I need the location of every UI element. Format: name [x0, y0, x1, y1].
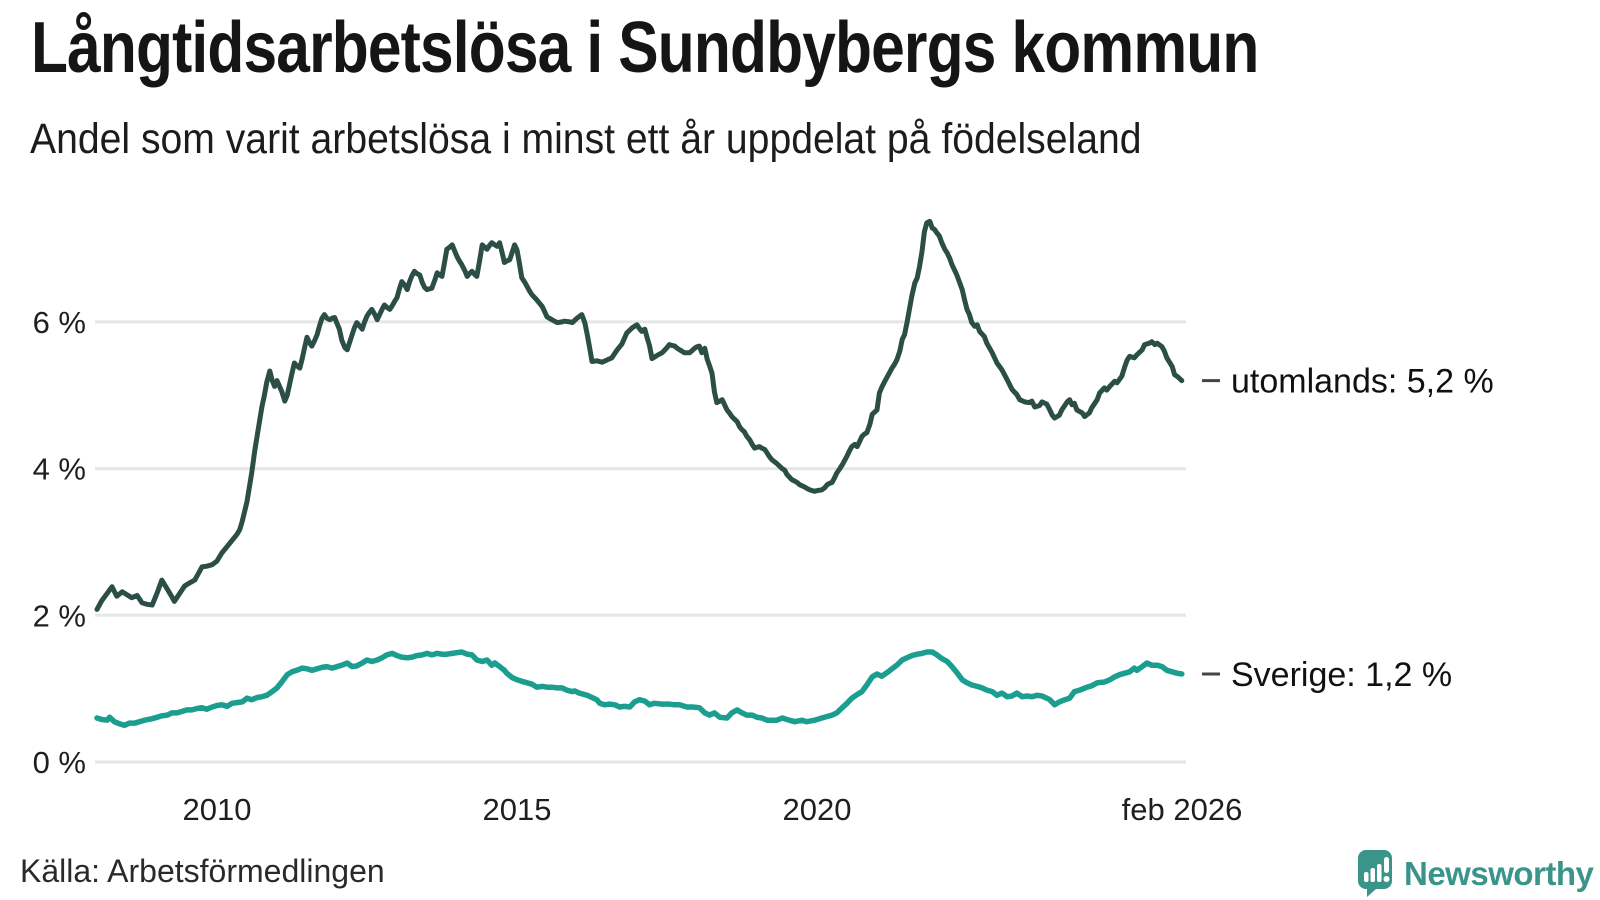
y-axis-tick-label: 6 %: [33, 305, 86, 340]
series-end-label-utomlands: utomlands: 5,2 %: [1231, 363, 1494, 401]
source-note: Källa: Arbetsförmedlingen: [20, 853, 385, 889]
chart-subtitle-text: Andel som varit arbetslösa i minst ett å…: [30, 115, 1142, 163]
bar-1: [1364, 872, 1369, 882]
x-axis-tick-label: feb 2026: [1122, 792, 1243, 827]
page-title: Långtidsarbetslösa i Sundbybergs kommun: [31, 12, 1492, 84]
y-axis-tick-label: 2 %: [33, 598, 86, 633]
x-axis-tick-label: 2020: [783, 792, 852, 827]
series-line-Sverige: [94, 649, 1185, 729]
exclamation-bar: [1384, 857, 1389, 873]
y-axis-tick-label: 0 %: [33, 745, 86, 780]
x-axis-tick-label: 2015: [483, 792, 552, 827]
newsworthy-wordmark: Newsworthy: [1404, 854, 1594, 892]
page-title-text: Långtidsarbetslösa i Sundbybergs kommun: [31, 8, 1259, 88]
chart-subtitle: Andel som varit arbetslösa i minst ett å…: [30, 118, 1251, 161]
series-line-utomlands: [94, 218, 1185, 612]
exclamation-dot: [1383, 876, 1390, 882]
newsworthy-speech-bubble-chart-icon: [1358, 850, 1392, 897]
bar-3: [1377, 864, 1382, 882]
newsworthy-logo: Newsworthy: [1358, 850, 1594, 897]
y-axis-tick-label: 4 %: [33, 452, 86, 487]
bar-2: [1370, 868, 1375, 882]
x-axis-tick-label: 2010: [183, 792, 252, 827]
series-end-label-Sverige: Sverige: 1,2 %: [1231, 656, 1452, 694]
